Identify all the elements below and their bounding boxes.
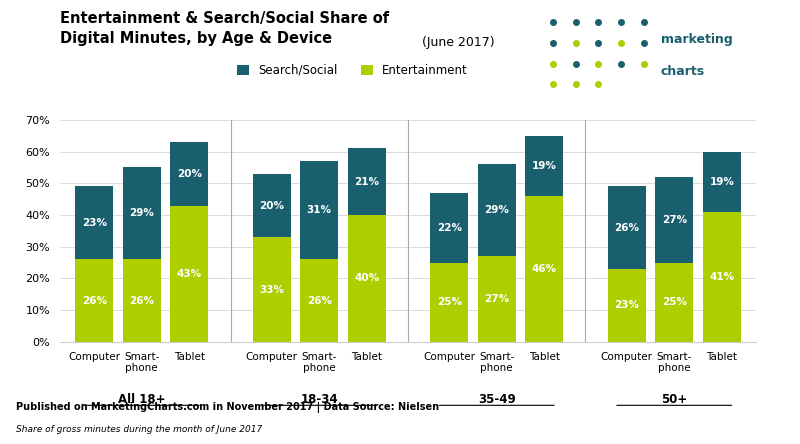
Bar [702,151,741,212]
Bar [655,177,694,262]
Text: marketing: marketing [661,33,733,47]
Bar [608,269,646,342]
Bar [170,142,208,206]
Text: 35-49: 35-49 [478,392,516,406]
Legend: Search/Social, Entertainment: Search/Social, Entertainment [232,59,473,82]
Bar [300,161,338,259]
Text: 20%: 20% [177,169,202,179]
Text: (June 2017): (June 2017) [418,36,495,49]
Text: Entertainment & Search/Social Share of
Digital Minutes, by Age & Device: Entertainment & Search/Social Share of D… [60,11,389,46]
Bar [170,206,208,342]
Bar [655,262,694,342]
Bar [122,259,161,342]
Text: 22%: 22% [437,223,462,233]
Text: 26%: 26% [614,223,639,233]
Bar [75,259,114,342]
Text: 26%: 26% [130,296,154,305]
Text: 31%: 31% [306,205,332,215]
Bar [122,167,161,259]
Bar [253,174,290,237]
Text: Published on MarketingCharts.com in November 2017 | Data Source: Nielsen: Published on MarketingCharts.com in Nove… [16,402,439,413]
Text: 19%: 19% [532,161,557,171]
Bar [430,262,468,342]
Text: 40%: 40% [354,274,379,283]
Bar [608,186,646,269]
Text: 26%: 26% [82,296,106,305]
Text: 25%: 25% [437,297,462,307]
Text: 41%: 41% [710,272,734,282]
Text: 25%: 25% [662,297,686,307]
Text: 33%: 33% [259,285,284,294]
Text: 27%: 27% [662,215,686,225]
Bar [526,196,563,342]
Text: 27%: 27% [484,294,510,304]
Bar [430,193,468,262]
Bar [478,256,516,342]
Text: charts: charts [661,64,705,78]
Text: 20%: 20% [259,201,284,210]
Text: 26%: 26% [306,296,332,305]
Text: 19%: 19% [710,177,734,187]
Text: 23%: 23% [82,218,106,228]
Bar [526,136,563,196]
Text: 29%: 29% [130,208,154,218]
Bar [300,259,338,342]
Bar [478,164,516,256]
Text: 46%: 46% [532,264,557,274]
Text: 23%: 23% [614,301,639,310]
Bar [348,148,386,215]
Text: 29%: 29% [484,205,509,215]
Text: Share of gross minutes during the month of June 2017: Share of gross minutes during the month … [16,425,262,434]
Text: 21%: 21% [354,177,379,187]
Bar [348,215,386,342]
Text: 18-34: 18-34 [301,392,338,406]
Bar [702,212,741,342]
Text: All 18+: All 18+ [118,392,166,406]
Text: 50+: 50+ [661,392,687,406]
Bar [253,237,290,342]
Text: 43%: 43% [177,269,202,279]
Bar [75,186,114,259]
